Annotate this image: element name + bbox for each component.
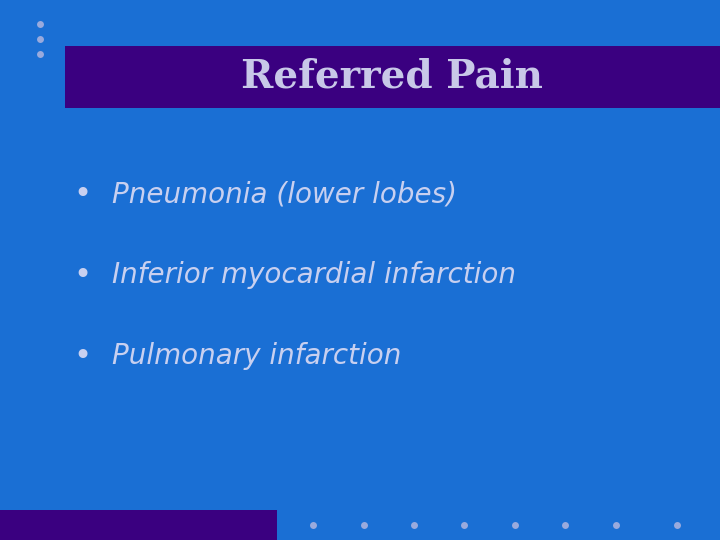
Text: Pulmonary infarction: Pulmonary infarction — [112, 342, 401, 370]
Text: •: • — [73, 180, 92, 209]
Bar — [65, 46, 720, 108]
Text: Inferior myocardial infarction: Inferior myocardial infarction — [112, 261, 516, 289]
Bar — [0, 510, 277, 540]
Text: •: • — [73, 261, 92, 290]
Text: •: • — [73, 342, 92, 371]
Text: Pneumonia (lower lobes): Pneumonia (lower lobes) — [112, 180, 456, 208]
Text: Referred Pain: Referred Pain — [241, 58, 544, 96]
